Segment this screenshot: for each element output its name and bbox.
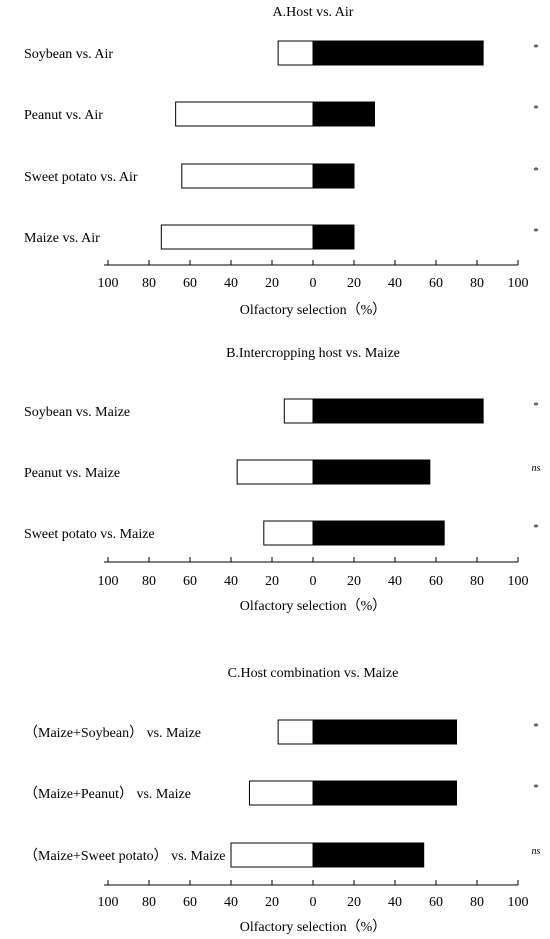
significance-marker: *	[533, 42, 539, 54]
category-label: （Maize+Soybean） vs. Maize	[24, 725, 201, 741]
significance-marker: *	[533, 165, 539, 177]
bar-right	[312, 780, 457, 806]
category-label: Peanut vs. Air	[24, 108, 103, 123]
x-tick-label: 40	[224, 895, 238, 910]
bar-right	[312, 719, 457, 745]
x-tick-label: 20	[265, 895, 279, 910]
x-tick-label: 100	[98, 574, 119, 589]
bar-right	[312, 459, 431, 485]
x-tick-label: 60	[429, 574, 443, 589]
category-label: Sweet potato vs. Maize	[24, 527, 155, 542]
bar-left	[181, 163, 314, 189]
x-tick-label: 80	[142, 574, 156, 589]
x-tick-label: 20	[347, 895, 361, 910]
x-tick-label: 100	[98, 895, 119, 910]
significance-marker: *	[533, 103, 539, 115]
x-tick-label: 60	[183, 574, 197, 589]
x-tick-label: 0	[310, 276, 317, 291]
significance-marker: *	[533, 522, 539, 534]
bar-left	[283, 398, 314, 424]
bar-left	[263, 520, 314, 546]
bar-right	[312, 163, 355, 189]
x-tick-label: 40	[388, 276, 402, 291]
significance-marker: ns	[532, 846, 541, 857]
significance-marker: ns	[532, 463, 541, 474]
category-label: Maize vs. Air	[24, 231, 100, 246]
x-tick-label: 0	[310, 895, 317, 910]
x-axis-title: Olfactory selection（%）	[240, 302, 387, 318]
x-axis-title: Olfactory selection（%）	[240, 919, 387, 935]
panel-b-title: B.Intercropping host vs. Maize	[226, 346, 400, 361]
bar-left	[277, 40, 314, 66]
x-tick-label: 40	[388, 895, 402, 910]
bar-right	[312, 398, 484, 424]
x-tick-label: 100	[508, 276, 529, 291]
x-tick-label: 80	[470, 895, 484, 910]
x-tick-label: 20	[347, 574, 361, 589]
x-tick-label: 40	[224, 574, 238, 589]
bar-left	[175, 101, 314, 127]
x-tick-label: 40	[224, 276, 238, 291]
bar-right	[312, 101, 375, 127]
bar-right	[312, 40, 484, 66]
x-axis-title: Olfactory selection（%）	[240, 598, 387, 614]
x-tick-label: 80	[470, 574, 484, 589]
x-tick-label: 80	[142, 895, 156, 910]
bar-left	[277, 719, 314, 745]
bar-left	[160, 224, 314, 250]
bar-left	[230, 842, 314, 868]
significance-marker: *	[533, 721, 539, 733]
bar-right	[312, 842, 425, 868]
panel-a-title: A.Host vs. Air	[273, 5, 354, 20]
x-tick-label: 80	[470, 276, 484, 291]
x-tick-label: 60	[183, 276, 197, 291]
bar-right	[312, 224, 355, 250]
category-label: Sweet potato vs. Air	[24, 170, 138, 185]
x-tick-label: 20	[265, 276, 279, 291]
x-tick-label: 60	[429, 895, 443, 910]
panel-c-title: C.Host combination vs. Maize	[228, 666, 399, 681]
x-tick-label: 60	[429, 276, 443, 291]
category-label: （Maize+Peanut） vs. Maize	[24, 786, 191, 802]
x-tick-label: 20	[347, 276, 361, 291]
x-tick-label: 0	[310, 574, 317, 589]
bar-right	[312, 520, 445, 546]
x-tick-label: 100	[508, 574, 529, 589]
significance-marker: *	[533, 782, 539, 794]
significance-marker: *	[533, 226, 539, 238]
x-tick-label: 100	[508, 895, 529, 910]
x-tick-label: 100	[98, 276, 119, 291]
category-label: Soybean vs. Maize	[24, 405, 130, 420]
category-label: Peanut vs. Maize	[24, 466, 120, 481]
x-tick-label: 60	[183, 895, 197, 910]
x-tick-label: 40	[388, 574, 402, 589]
x-tick-label: 80	[142, 276, 156, 291]
bar-left	[248, 780, 314, 806]
bar-left	[236, 459, 314, 485]
significance-marker: *	[533, 400, 539, 412]
category-label: Soybean vs. Air	[24, 47, 113, 62]
category-label: （Maize+Sweet potato） vs. Maize	[24, 848, 226, 864]
x-tick-label: 20	[265, 574, 279, 589]
